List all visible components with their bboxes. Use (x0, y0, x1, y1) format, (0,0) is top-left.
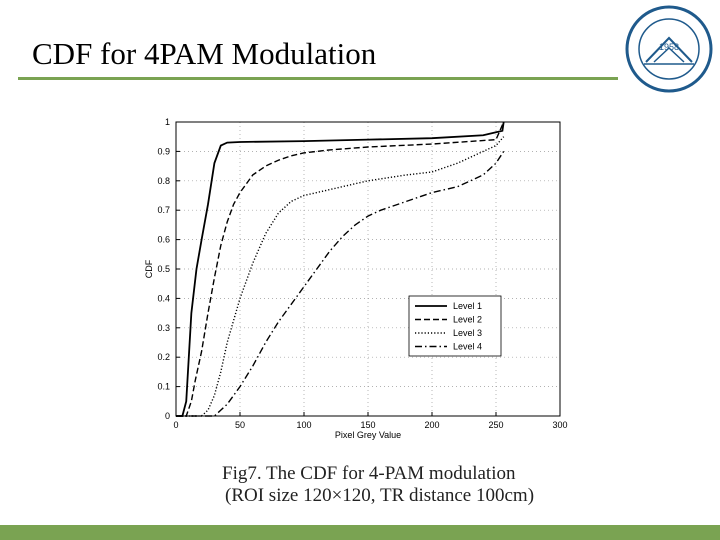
series-line-level-4 (176, 151, 505, 417)
axes-layer: 0 50 100 150 200 250 300 0 0.1 0.2 0.3 0.4 0.5 0.6 0.7… (144, 117, 568, 440)
y-tick-label: 0.9 (157, 146, 170, 156)
series-layer (176, 121, 505, 417)
y-tick-label: 0 (165, 411, 170, 421)
grid-layer (175, 121, 561, 417)
legend-label: Level 1 (453, 301, 482, 311)
y-tick-label: 0.8 (157, 176, 170, 186)
university-seal-logo: 1958 (625, 5, 713, 93)
series-line-level-1 (176, 121, 505, 417)
cdf-chart: 0 50 100 150 200 250 300 0 0.1 0.2 0.3 0.4 0.5 0.6 0.7… (144, 117, 568, 440)
series-line-level-2 (176, 121, 505, 417)
legend-label: Level 3 (453, 328, 482, 338)
x-tick-label: 300 (552, 420, 567, 430)
caption-line-1: Fig7. The CDF for 4-PAM modulation (222, 463, 516, 484)
legend: Level 1 Level 2 Level 3 Level 4 (408, 295, 502, 357)
y-tick-label: 0.1 (157, 382, 170, 392)
y-tick-label: 0.6 (157, 235, 170, 245)
x-axis-label: Pixel Grey Value (335, 430, 401, 440)
series-line-level-3 (176, 136, 505, 417)
y-tick-label: 0.5 (157, 264, 170, 274)
figure-caption: Fig7. The CDF for 4-PAM modulation (ROI … (222, 463, 534, 507)
caption-line-2: (ROI size 120×120, TR distance 100cm) (225, 485, 535, 506)
y-axis-label: CDF (144, 259, 154, 278)
x-tick-label: 200 (424, 420, 439, 430)
y-tick-label: 0.2 (157, 352, 170, 362)
slide-title: CDF for 4PAM Modulation (32, 36, 377, 71)
x-tick-label: 150 (360, 420, 375, 430)
y-tick-label: 0.4 (157, 293, 170, 303)
y-tick-label: 0.3 (157, 323, 170, 333)
x-tick-label: 250 (488, 420, 503, 430)
x-tick-label: 0 (173, 420, 178, 430)
legend-label: Level 2 (453, 315, 482, 325)
title-underline (18, 77, 618, 80)
x-tick-label: 50 (235, 420, 245, 430)
y-tick-label: 0.7 (157, 205, 170, 215)
legend-label: Level 4 (453, 342, 482, 352)
x-tick-label: 100 (296, 420, 311, 430)
logo-year: 1958 (659, 42, 679, 52)
y-tick-label: 1 (165, 117, 170, 127)
footer-band (0, 525, 720, 540)
